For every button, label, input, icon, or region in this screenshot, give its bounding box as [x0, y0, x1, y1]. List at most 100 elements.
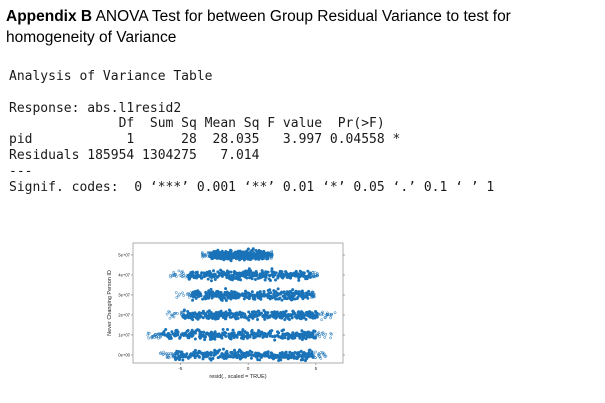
- data-point: [198, 315, 202, 319]
- data-point: [269, 354, 273, 358]
- data-point: [187, 355, 191, 359]
- data-point: [236, 316, 240, 320]
- data-point: [244, 351, 248, 355]
- data-point: [207, 312, 211, 316]
- data-point: [268, 274, 272, 278]
- data-point: [263, 313, 267, 317]
- data-point: [283, 336, 287, 340]
- data-point: [298, 269, 302, 273]
- data-point: [193, 337, 197, 341]
- residual-scatter-plot: 0e+00 1e+07 2e+07 3e+07 4e+07 5e+07 -5 0 5 resi…: [103, 237, 353, 385]
- data-point: [191, 332, 195, 336]
- data-point: [234, 291, 238, 295]
- outlier-point: [165, 312, 169, 316]
- data-point: [258, 313, 262, 317]
- data-point: [296, 310, 300, 314]
- data-point: [210, 332, 214, 336]
- outlier-point: [181, 315, 185, 318]
- caption-label: Appendix B: [6, 8, 93, 25]
- data-point: [215, 290, 219, 294]
- outlier-point: [325, 313, 329, 317]
- data-point: [189, 352, 193, 356]
- data-point: [224, 287, 228, 291]
- data-point: [186, 310, 190, 314]
- data-point: [195, 270, 199, 274]
- outlier-point: [324, 332, 328, 336]
- x-tick-label: -5: [178, 366, 182, 371]
- data-point: [256, 252, 260, 256]
- data-point: [291, 331, 295, 335]
- data-point: [216, 270, 220, 274]
- data-point: [301, 311, 305, 315]
- data-point: [199, 276, 203, 280]
- data-point: [262, 293, 266, 297]
- data-point: [265, 257, 269, 261]
- data-point: [209, 350, 213, 354]
- data-point: [236, 350, 240, 354]
- data-point: [270, 269, 274, 273]
- data-point: [186, 329, 190, 333]
- data-point: [240, 330, 244, 334]
- data-point: [195, 313, 199, 317]
- data-point: [207, 317, 211, 321]
- outlier-point: [270, 249, 274, 253]
- outlier-point: [270, 253, 273, 257]
- data-point: [225, 272, 229, 276]
- data-point: [219, 273, 223, 277]
- data-point: [194, 296, 198, 300]
- data-point: [264, 252, 268, 256]
- data-point: [197, 290, 201, 294]
- data-point: [299, 290, 303, 294]
- data-point: [166, 331, 170, 335]
- data-point: [287, 275, 291, 279]
- data-point: [236, 273, 240, 277]
- data-point: [272, 353, 276, 357]
- data-point: [221, 293, 225, 297]
- data-point: [234, 255, 238, 259]
- data-point: [221, 255, 225, 259]
- data-point: [299, 333, 303, 337]
- data-point: [254, 274, 258, 278]
- data-point: [270, 313, 274, 317]
- data-point: [204, 312, 208, 316]
- data-point: [240, 314, 244, 318]
- data-point: [223, 317, 227, 321]
- data-point: [174, 358, 178, 362]
- data-point: [182, 333, 186, 337]
- outlier-point: [177, 269, 181, 273]
- outlier-point: [157, 336, 160, 340]
- data-point: [228, 250, 232, 254]
- data-point: [301, 358, 305, 362]
- data-point: [194, 329, 198, 333]
- data-point: [261, 335, 265, 339]
- data-point: [192, 353, 196, 357]
- data-point: [195, 354, 199, 358]
- data-point: [241, 328, 245, 332]
- data-point: [257, 329, 261, 333]
- data-point: [276, 330, 280, 334]
- data-point: [256, 351, 260, 355]
- data-point: [203, 351, 207, 355]
- data-point: [210, 294, 214, 298]
- data-point: [305, 295, 309, 299]
- outlier-point: [323, 336, 327, 339]
- x-tick-label: 5: [315, 366, 318, 371]
- outlier-point: [161, 353, 165, 356]
- data-point: [255, 314, 259, 318]
- outlier-point: [172, 270, 175, 274]
- anova-response: Response: abs.l1resid2: [9, 100, 182, 116]
- outlier-point: [201, 255, 204, 259]
- data-point: [240, 351, 244, 355]
- data-point: [202, 355, 206, 359]
- outlier-point: [157, 333, 161, 337]
- data-point: [175, 349, 179, 353]
- data-point: [223, 353, 227, 357]
- data-point: [227, 332, 231, 336]
- data-point: [231, 328, 235, 332]
- data-point: [224, 251, 227, 255]
- data-point: [209, 279, 213, 283]
- data-point: [220, 352, 224, 356]
- data-point: [244, 355, 248, 359]
- data-point: [226, 313, 230, 317]
- data-point: [251, 254, 255, 258]
